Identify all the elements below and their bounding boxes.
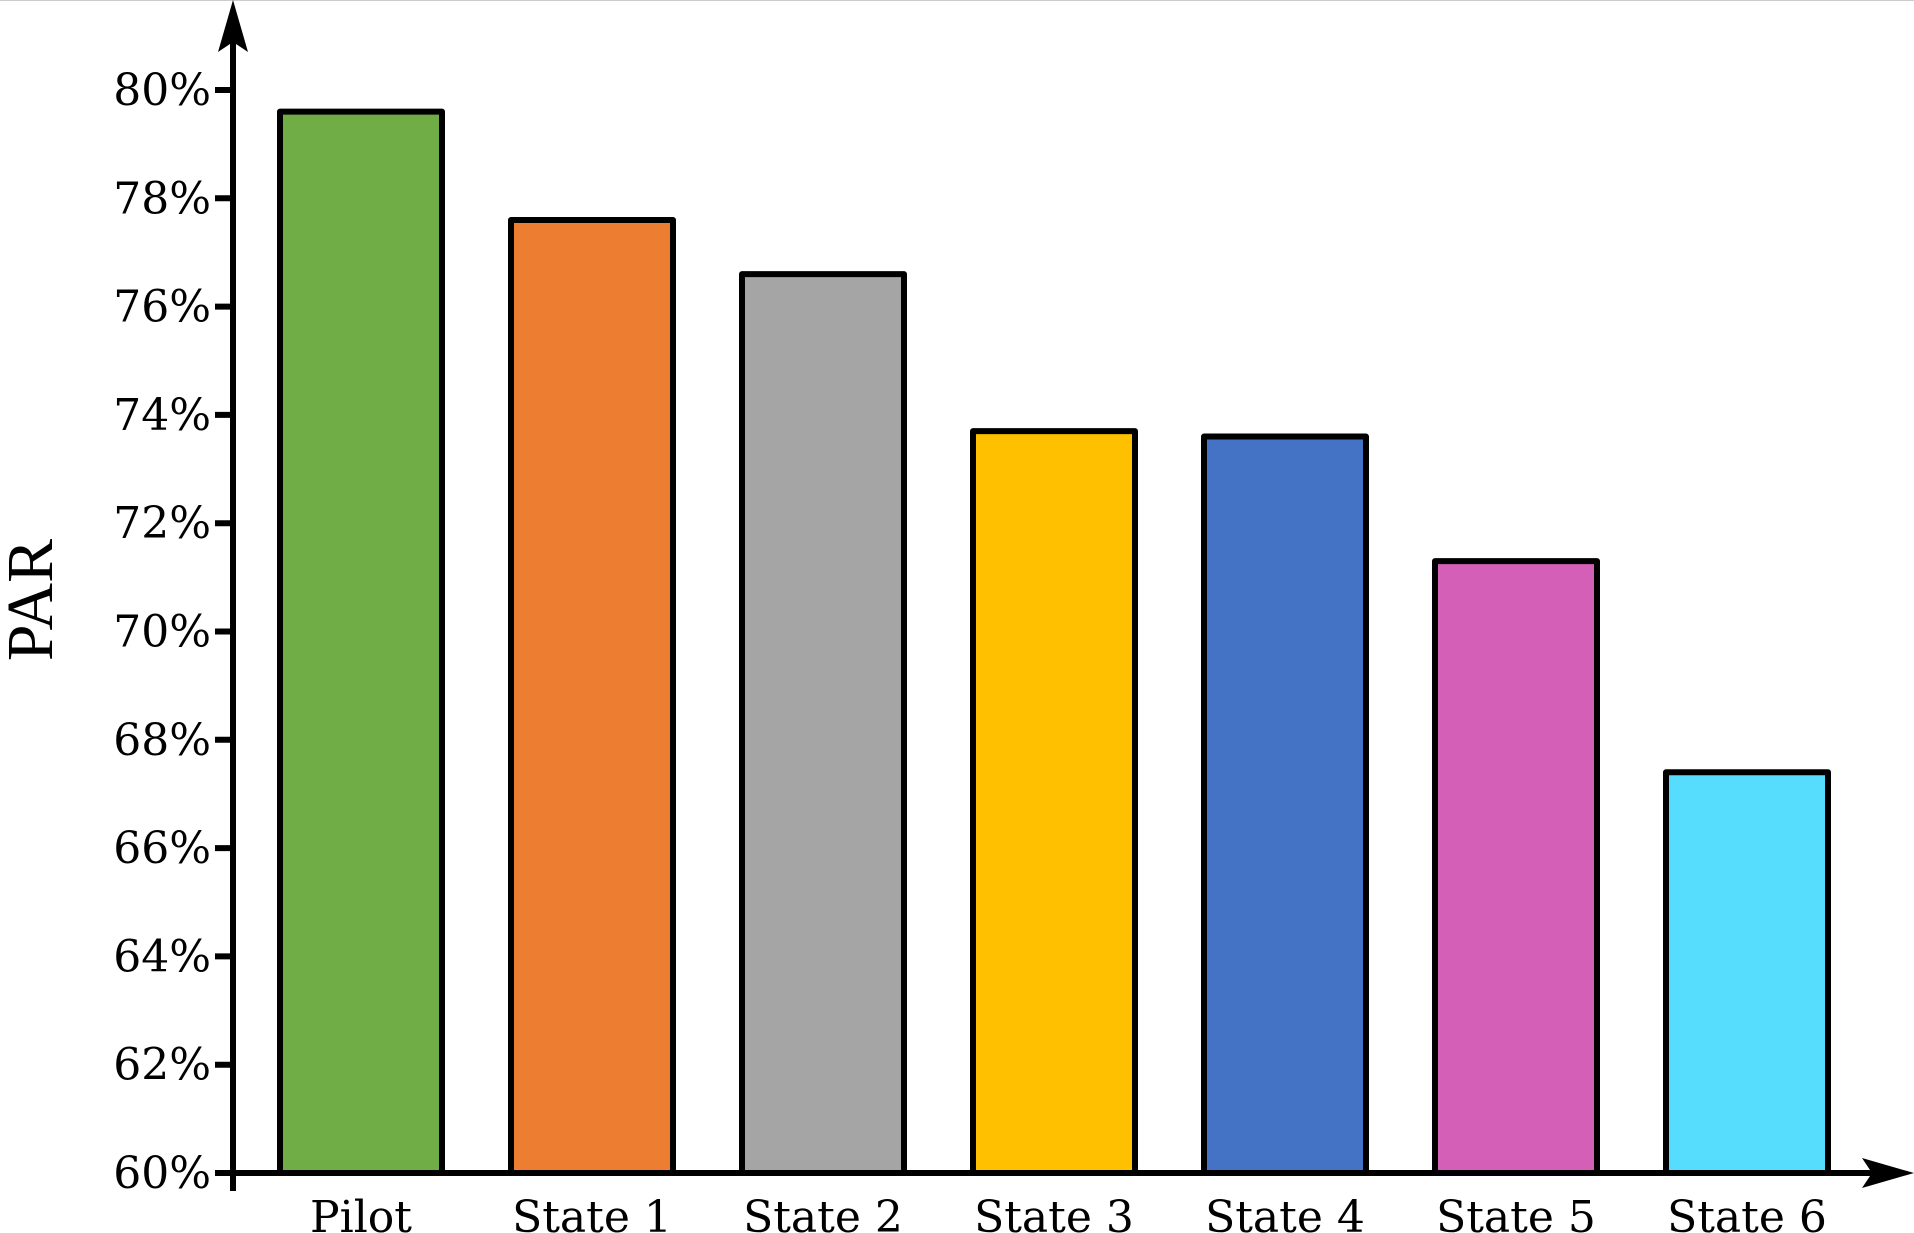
y-tick-label: 74% — [113, 390, 211, 441]
bar-state-4 — [1201, 433, 1369, 1176]
y-tick-label: 68% — [113, 715, 211, 766]
top-border — [0, 0, 1914, 1]
x-axis-arrow-icon — [1862, 1158, 1914, 1188]
bar-state-1 — [508, 216, 676, 1176]
x-category-label: State 1 — [512, 1192, 672, 1233]
y-tick-label: 76% — [113, 282, 211, 333]
y-tick-label: 66% — [113, 823, 211, 874]
x-category-label: State 3 — [974, 1192, 1134, 1233]
x-category-label: State 6 — [1667, 1192, 1827, 1233]
bar-state-2 — [739, 271, 907, 1176]
x-category-label: State 4 — [1205, 1192, 1365, 1233]
bar-pilot — [277, 108, 445, 1176]
y-tick-label: 70% — [113, 607, 211, 658]
x-category-label: State 2 — [743, 1192, 903, 1233]
y-tick-label: 78% — [113, 173, 211, 224]
y-axis-title: PAR — [0, 539, 67, 661]
y-tick-label: 62% — [113, 1040, 211, 1091]
bar-state-5 — [1432, 558, 1600, 1176]
bar-state-3 — [970, 428, 1138, 1176]
y-tick-label: 72% — [113, 498, 211, 549]
x-category-label: State 5 — [1436, 1192, 1596, 1233]
y-tick-label: 64% — [113, 931, 211, 982]
bar-state-6 — [1663, 769, 1831, 1176]
y-axis-arrow-icon — [218, 0, 248, 52]
x-category-label: Pilot — [310, 1192, 412, 1233]
y-tick-label: 60% — [113, 1148, 211, 1199]
y-tick-label: 80% — [113, 65, 211, 116]
